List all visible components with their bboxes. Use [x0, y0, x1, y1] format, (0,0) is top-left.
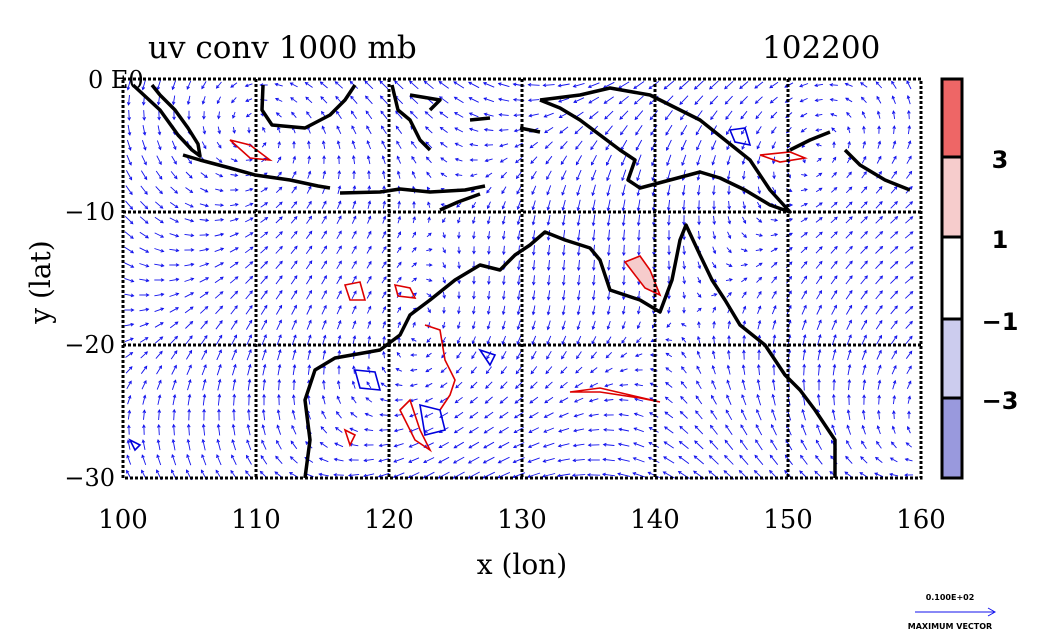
colorbar-band-minus1-to-1 [942, 237, 962, 319]
colorbar-band-minus3-to-minus1 [942, 319, 962, 398]
ytick-minus20: −20 [64, 331, 115, 359]
colorbar-label-3: 3 [992, 146, 1009, 174]
figure-title: uv conv 1000 mb [148, 30, 417, 66]
xtick-100: 100 [98, 505, 148, 535]
x-axis-label: x (lon) [477, 548, 567, 581]
colorbar-band-below-minus3 [942, 398, 962, 478]
ytick-minus30: −30 [64, 464, 115, 492]
xtick-130: 130 [497, 505, 547, 535]
colorbar-band-1-to-3 [942, 157, 962, 237]
xtick-120: 120 [364, 505, 414, 535]
colorbar-band-above-3 [942, 79, 962, 157]
plot-area [123, 79, 921, 480]
reference-vector-value: 0.100E+02 [926, 593, 975, 602]
corner-label: 0 E0 [88, 66, 144, 94]
xtick-140: 140 [630, 505, 680, 535]
reference-vector: 0.100E+02 MAXIMUM VECTOR [908, 593, 995, 631]
colorbar-label-minus3: −3 [982, 387, 1019, 415]
colorbar: 3 1 −1 −3 [942, 79, 1018, 478]
plot-background [123, 79, 921, 478]
xtick-110: 110 [231, 505, 281, 535]
y-axis-label: y (lat) [24, 240, 57, 324]
reference-vector-caption: MAXIMUM VECTOR [908, 622, 992, 631]
xtick-150: 150 [763, 505, 813, 535]
colorbar-label-1: 1 [992, 226, 1009, 254]
date-label: 102200 [762, 30, 880, 66]
ytick-minus10: −10 [64, 198, 115, 226]
colorbar-label-minus1: −1 [982, 308, 1019, 336]
xtick-160: 160 [896, 505, 946, 535]
